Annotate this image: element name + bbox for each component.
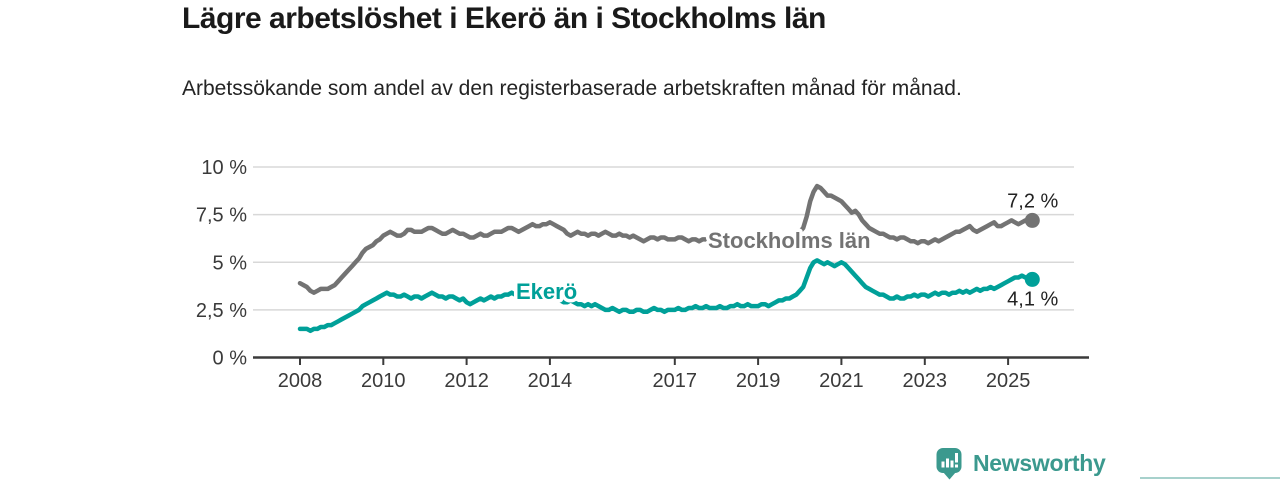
ekero-line xyxy=(297,258,1035,334)
x-tick-2008: 2008 xyxy=(278,370,323,392)
brand-footer: Newsworthy xyxy=(936,447,1106,480)
x-axis-labels: 2008 2010 2012 2014 2017 2019 2021 2023 … xyxy=(278,370,1031,392)
x-tick-2025: 2025 xyxy=(986,370,1031,392)
y-tick-2-5: 2,5 % xyxy=(196,300,247,322)
x-tick-2017: 2017 xyxy=(653,370,698,392)
ekero-end-dot xyxy=(1024,271,1040,287)
stockholm-series-label: Stockholms län xyxy=(708,228,871,253)
stockholm-line xyxy=(297,183,1035,295)
y-tick-10: 10 % xyxy=(201,157,247,179)
newsworthy-logo-icon[interactable] xyxy=(936,447,963,480)
brand-name[interactable]: Newsworthy xyxy=(973,450,1106,476)
y-axis-labels: 10 % 7,5 % 5 % 2,5 % 0 % xyxy=(196,157,247,370)
x-tick-2014: 2014 xyxy=(528,370,573,392)
ekero-end-value: 4,1 % xyxy=(1007,288,1058,310)
bottom-accent-rule xyxy=(1140,477,1280,479)
x-tick-2010: 2010 xyxy=(361,370,406,392)
stockholm-end-value: 7,2 % xyxy=(1007,190,1058,212)
chart-subtitle: Arbetssökande som andel av den registerb… xyxy=(182,77,962,100)
ekero-series-label: Ekerö xyxy=(516,279,577,304)
x-tick-2012: 2012 xyxy=(444,370,489,392)
x-axis-ticks xyxy=(299,357,1010,365)
x-tick-2023: 2023 xyxy=(903,370,948,392)
page-title: Lägre arbetslöshet i Ekerö än i Stockhol… xyxy=(182,2,826,35)
stockholm-end-dot xyxy=(1024,212,1040,228)
x-tick-2019: 2019 xyxy=(736,370,781,392)
y-tick-7-5: 7,5 % xyxy=(196,205,247,227)
gridlines xyxy=(253,166,1074,311)
x-tick-2021: 2021 xyxy=(819,370,864,392)
y-tick-0: 0 % xyxy=(213,348,248,370)
y-tick-5: 5 % xyxy=(213,252,248,274)
